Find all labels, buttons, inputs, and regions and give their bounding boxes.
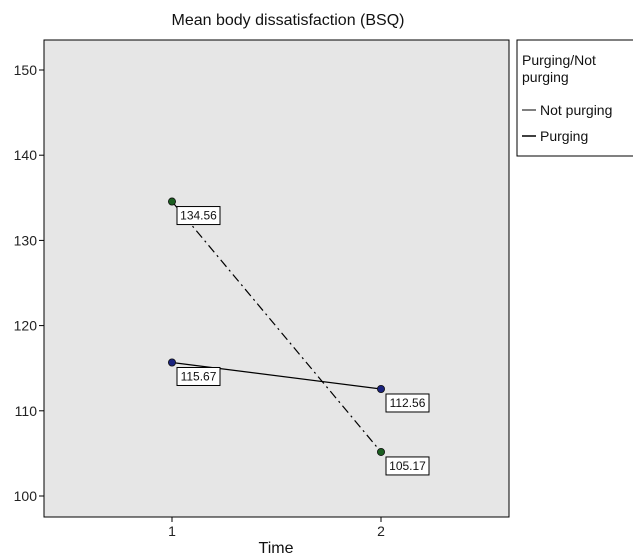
y-tick-label: 130 — [14, 232, 38, 248]
data-label-value: 115.67 — [181, 369, 217, 383]
plot-area — [43, 39, 510, 518]
data-label-box — [176, 206, 221, 226]
y-tick-label: 140 — [14, 147, 38, 163]
data-point-purging — [376, 447, 385, 456]
series-line-not-purging — [171, 361, 382, 390]
data-point-purging — [167, 197, 176, 206]
data-label-box — [176, 366, 221, 386]
data-label-purging: 134.56 — [176, 206, 221, 226]
data-label-value: 105.17 — [389, 459, 426, 473]
chart-title: Mean body dissatisfaction (BSQ) — [172, 12, 405, 29]
data-label-value: 134.56 — [180, 209, 217, 223]
data-label-not-purging: 115.67 — [176, 366, 221, 386]
legend: Purging/Not purging Not purging Purging — [516, 39, 633, 157]
data-labels: 115.67 112.56 134.56 105.17 — [176, 206, 430, 476]
data-point-not-purging — [167, 358, 176, 367]
series-line-purging — [171, 201, 382, 453]
data-label-not-purging: 112.56 — [385, 393, 430, 413]
legend-title: Purging/Not purging — [522, 52, 600, 85]
y-tick-label: 150 — [14, 62, 38, 78]
data-point-not-purging — [376, 384, 385, 393]
legend-box — [516, 39, 633, 157]
x-tick-label: 1 — [168, 523, 176, 539]
series-layer — [167, 197, 385, 456]
data-label-purging: 105.17 — [385, 456, 430, 476]
x-tick-label: 2 — [377, 523, 385, 539]
data-label-value: 112.56 — [390, 396, 426, 410]
y-tick-label: 100 — [14, 488, 38, 504]
y-tick-label: 110 — [15, 403, 38, 419]
x-axis-title: Time — [259, 540, 294, 557]
data-label-box — [385, 393, 430, 413]
y-tick-label: 120 — [14, 318, 38, 334]
legend-entry-purging: Purging — [540, 128, 588, 144]
y-axis: 100 110 120 130 140 150 — [14, 62, 44, 504]
legend-entry-not-purging: Not purging — [540, 102, 612, 118]
data-label-box — [385, 456, 430, 476]
